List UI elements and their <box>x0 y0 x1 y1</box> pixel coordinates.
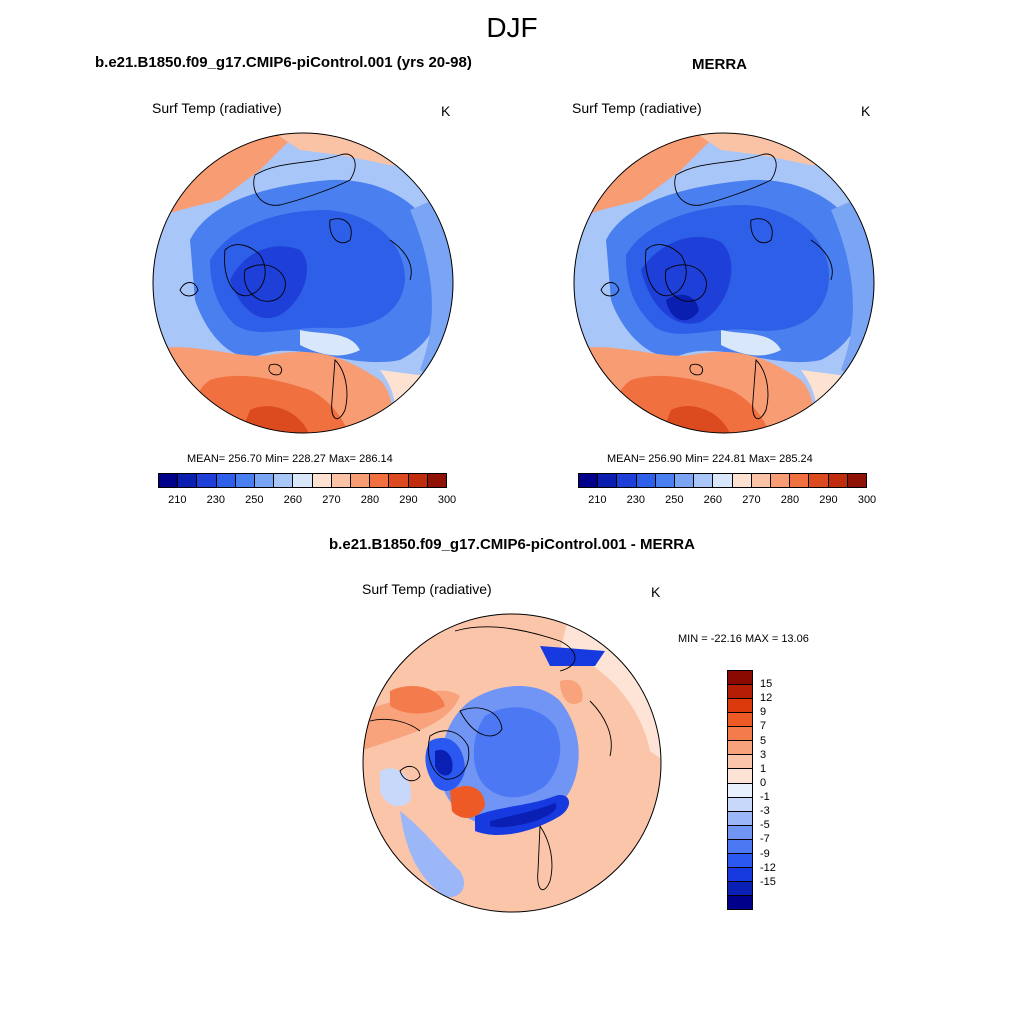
colorbar-swatch <box>809 474 829 487</box>
colorbar-tick-label: 230 <box>206 494 225 506</box>
colorbar-tick-label: 1 <box>760 762 767 775</box>
colorbar-tick-label: 5 <box>760 734 767 747</box>
colorbar-tick-label: 210 <box>168 494 187 506</box>
colorbar-swatch <box>694 474 714 487</box>
colorbar-swatch <box>847 474 867 487</box>
colorbar-swatch <box>728 671 752 686</box>
obs-variable-label: Surf Temp (radiative) <box>572 100 702 116</box>
colorbar-tick-label: 230 <box>626 494 645 506</box>
colorbar-swatch <box>728 867 752 882</box>
colorbar-swatch <box>728 769 752 784</box>
colorbar-swatch <box>728 783 752 798</box>
colorbar-swatch <box>728 699 752 714</box>
colorbar-swatch <box>728 797 752 812</box>
colorbar-tick-label: 0 <box>760 776 767 789</box>
colorbar-tick-label: -1 <box>760 791 770 804</box>
colorbar-tick-label: 3 <box>760 748 767 761</box>
colorbar-swatch <box>790 474 810 487</box>
colorbar-tick-label: -5 <box>760 819 770 832</box>
colorbar-tick-label: 260 <box>703 494 723 506</box>
colorbar-swatch <box>427 474 447 487</box>
diff-variable-label: Surf Temp (radiative) <box>362 581 492 597</box>
colorbar-swatch <box>579 474 599 487</box>
colorbar-tick-label: 250 <box>245 494 264 506</box>
colorbar-swatch <box>178 474 198 487</box>
colorbar-swatch <box>655 474 676 487</box>
colorbar-swatch <box>675 474 695 487</box>
colorbar-tick-label: 210 <box>588 494 607 506</box>
model-stats: MEAN= 256.70 Min= 228.27 Max= 286.14 <box>187 453 393 465</box>
colorbar-tick-label: 290 <box>819 494 838 506</box>
colorbar-swatch <box>216 474 236 487</box>
obs-polar-map <box>573 132 875 434</box>
obs-panel-title: MERRA <box>692 56 747 73</box>
colorbar-swatch <box>728 755 752 770</box>
colorbar-swatch <box>408 474 428 487</box>
colorbar-tick-label: -15 <box>760 875 776 888</box>
colorbar-swatch <box>728 896 752 910</box>
colorbar-swatch <box>389 474 409 487</box>
colorbar-swatch <box>728 839 752 854</box>
colorbar-tick-label: 15 <box>760 678 773 691</box>
colorbar-swatch <box>771 474 791 487</box>
colorbar-swatch <box>197 474 217 487</box>
colorbar-tick-label: 290 <box>399 494 418 506</box>
diff-units-label: K <box>651 584 661 600</box>
model-variable-label: Surf Temp (radiative) <box>152 100 282 116</box>
colorbar-tick-label: -3 <box>760 805 770 818</box>
colorbar-swatch <box>728 727 752 742</box>
colorbar-tick-label: -7 <box>760 833 770 846</box>
colorbar-swatch <box>598 474 618 487</box>
colorbar-tick-label: 300 <box>857 494 877 506</box>
colorbar-swatch <box>728 853 752 868</box>
diff-panel-title: b.e21.B1850.f09_g17.CMIP6-piControl.001 … <box>329 536 695 553</box>
colorbar-tick-label: 250 <box>665 494 684 506</box>
colorbar-swatch <box>728 713 752 728</box>
colorbar-swatch <box>713 474 733 487</box>
obs-colorbar <box>578 473 867 488</box>
model-colorbar <box>158 473 447 488</box>
model-units-label: K <box>441 103 451 119</box>
diff-polar-map <box>362 613 662 913</box>
colorbar-swatch <box>728 685 752 700</box>
colorbar-tick-label: 260 <box>283 494 303 506</box>
colorbar-swatch <box>728 811 752 826</box>
colorbar-tick-label: -12 <box>760 861 776 874</box>
colorbar-swatch <box>159 474 179 487</box>
colorbar-swatch <box>728 741 752 756</box>
model-polar-map <box>152 132 454 434</box>
colorbar-swatch <box>312 474 332 487</box>
colorbar-swatch <box>293 474 313 487</box>
colorbar-tick-label: 270 <box>742 494 761 506</box>
colorbar-swatch <box>728 881 752 896</box>
colorbar-tick-label: -9 <box>760 847 770 860</box>
obs-stats: MEAN= 256.90 Min= 224.81 Max= 285.24 <box>607 453 813 465</box>
colorbar-swatch <box>751 474 772 487</box>
colorbar-swatch <box>235 474 256 487</box>
obs-units-label: K <box>861 103 871 119</box>
colorbar-swatch <box>636 474 656 487</box>
colorbar-tick-label: 280 <box>780 494 800 506</box>
figure-title: DJF <box>486 12 538 43</box>
colorbar-swatch <box>274 474 294 487</box>
diff-stats: MIN = -22.16 MAX = 13.06 <box>678 633 809 645</box>
colorbar-swatch <box>331 474 352 487</box>
colorbar-tick-label: 12 <box>760 692 773 705</box>
colorbar-swatch <box>828 474 848 487</box>
diff-colorbar <box>727 670 753 910</box>
colorbar-swatch <box>728 825 752 840</box>
colorbar-swatch <box>351 474 371 487</box>
colorbar-tick-label: 280 <box>360 494 380 506</box>
colorbar-swatch <box>732 474 752 487</box>
colorbar-swatch <box>370 474 390 487</box>
colorbar-tick-label: 7 <box>760 720 767 733</box>
colorbar-tick-label: 9 <box>760 706 767 719</box>
colorbar-tick-label: 300 <box>437 494 457 506</box>
colorbar-tick-label: 270 <box>322 494 341 506</box>
colorbar-swatch <box>255 474 275 487</box>
colorbar-swatch <box>617 474 637 487</box>
model-panel-title: b.e21.B1850.f09_g17.CMIP6-piControl.001 … <box>95 54 472 71</box>
